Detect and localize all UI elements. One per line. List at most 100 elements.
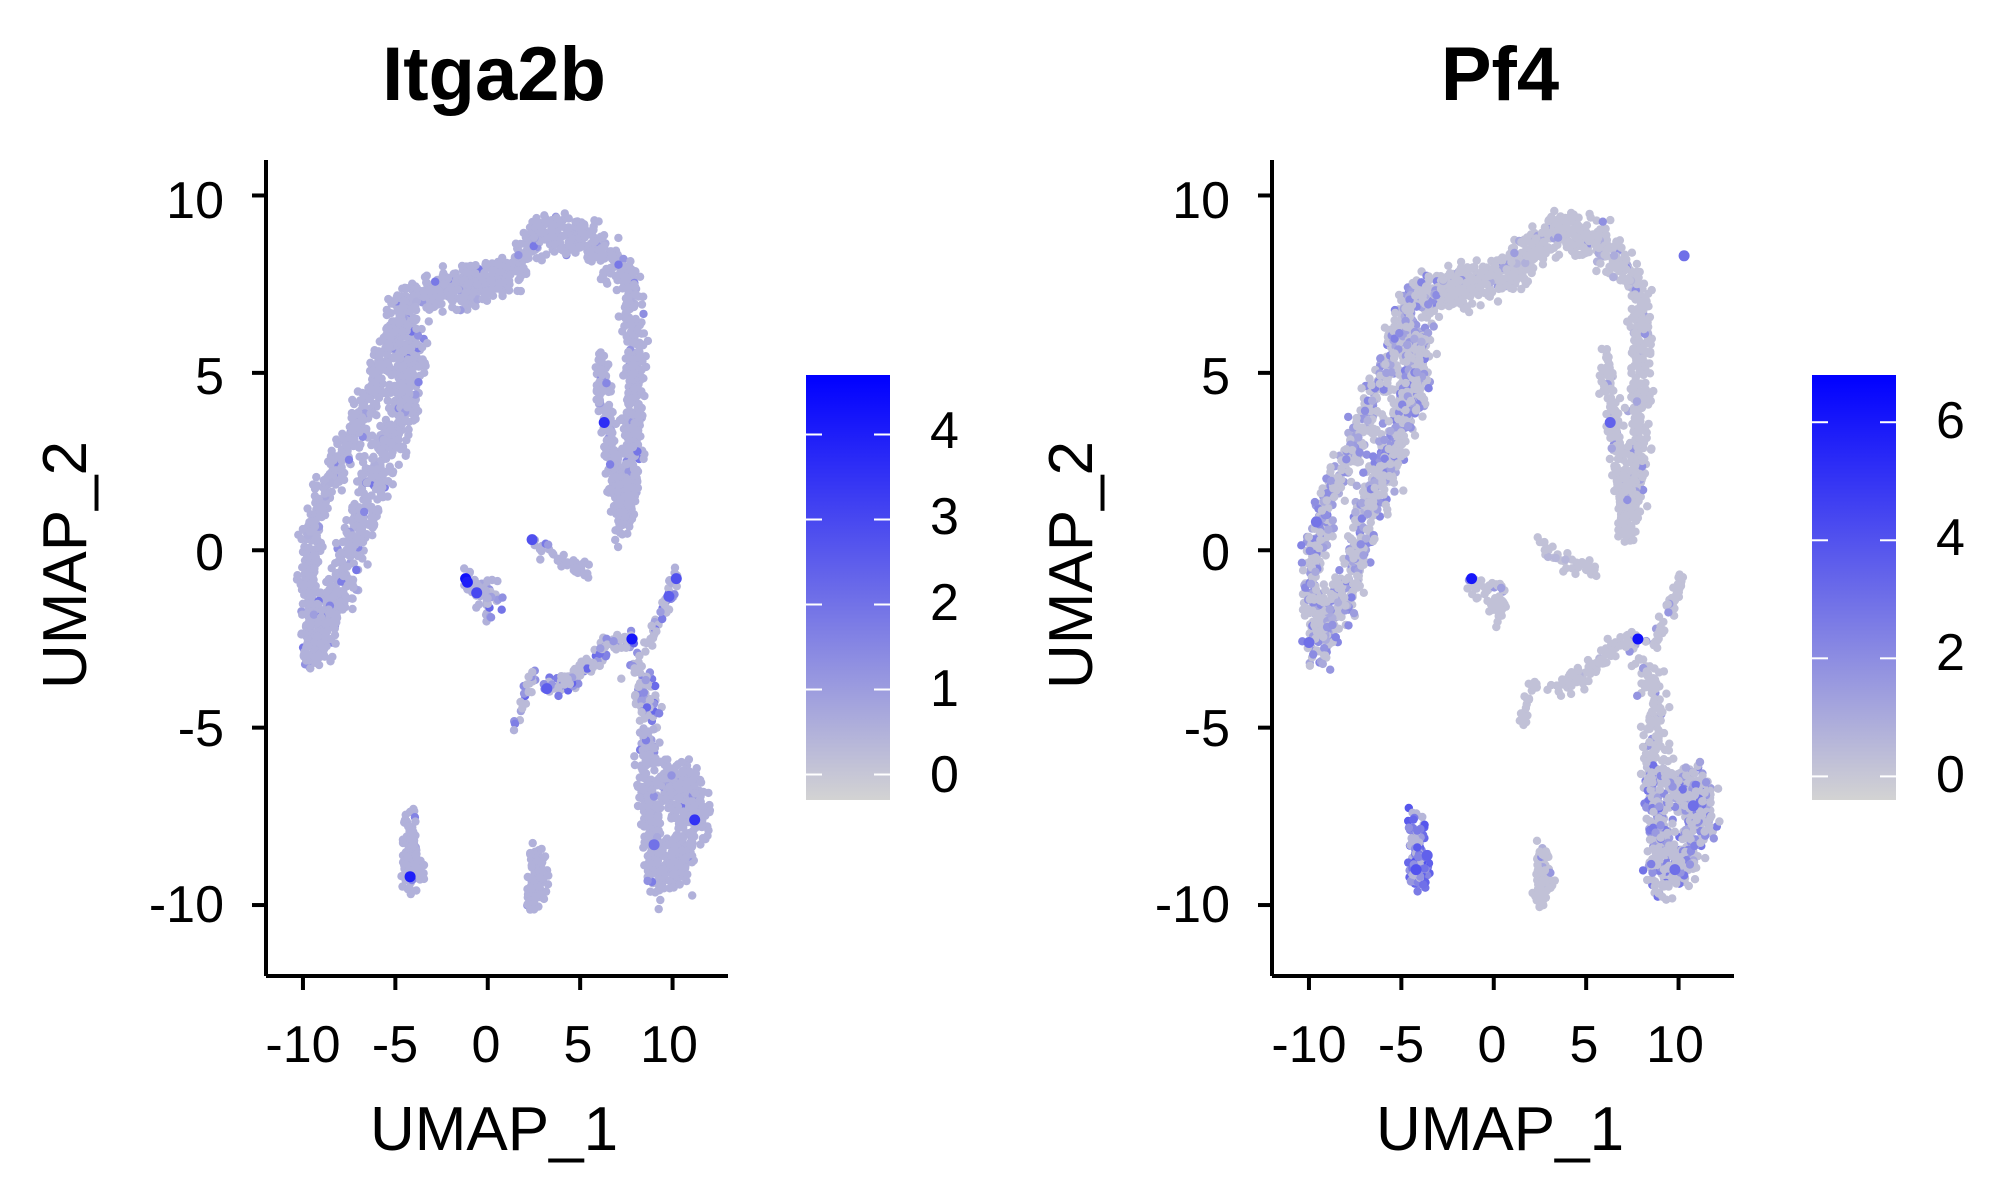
- cell-point: [398, 882, 407, 891]
- colorbar-tick-label: 3: [930, 488, 959, 546]
- cell-point-high: [648, 839, 660, 851]
- panel-itga2b: Itga2b 10 5 0 -5 -10 -10 -5 0 5 10 UMAP_…: [31, 32, 959, 1164]
- cell-point: [662, 763, 671, 772]
- cell-point: [398, 327, 407, 336]
- cell-point: [1528, 222, 1537, 231]
- cell-point: [643, 336, 653, 346]
- y-tick-label: 0: [195, 524, 224, 582]
- cell-point: [596, 232, 605, 241]
- cell-point: [1646, 396, 1656, 406]
- cell-point: [619, 254, 628, 264]
- cell-point: [627, 514, 637, 524]
- cell-point: [1304, 532, 1314, 542]
- cell-point: [314, 651, 323, 660]
- cell-point: [556, 244, 565, 254]
- cell-point: [613, 542, 623, 552]
- cell-point: [333, 439, 342, 449]
- cell-point: [1326, 467, 1335, 476]
- cell-point: [382, 305, 391, 315]
- cell-point: [624, 347, 633, 357]
- cell-point: [585, 247, 595, 256]
- cell-point: [618, 530, 627, 539]
- cell-point: [622, 276, 631, 285]
- scatter-points: [1297, 206, 1724, 912]
- cell-point: [592, 385, 602, 395]
- cell-point: [477, 272, 486, 282]
- cell-point: [637, 365, 646, 374]
- cell-point: [326, 581, 336, 590]
- cell-point: [1340, 496, 1350, 505]
- cell-point: [348, 604, 357, 614]
- cell-point: [1606, 215, 1615, 225]
- cell-point-high: [526, 534, 538, 546]
- cell-point: [382, 330, 391, 340]
- cell-point: [1538, 260, 1548, 269]
- cell-point: [387, 370, 396, 380]
- cell-point: [420, 368, 429, 377]
- cell-point: [357, 469, 366, 478]
- cell-point-high: [670, 573, 682, 585]
- cell-point: [665, 783, 674, 792]
- cell-point: [552, 214, 561, 223]
- cell-point: [697, 822, 706, 832]
- cell-point: [528, 838, 537, 848]
- cell-point: [303, 642, 313, 651]
- cell-point: [656, 895, 665, 905]
- cell-point: [519, 228, 528, 238]
- cell-point: [614, 312, 623, 321]
- cell-point: [635, 716, 645, 725]
- cell-point: [350, 499, 359, 509]
- cell-point: [419, 292, 428, 302]
- cell-point: [411, 414, 420, 424]
- cell-point: [524, 672, 533, 681]
- cell-point: [670, 842, 679, 851]
- cell-point: [374, 347, 383, 356]
- cell-point: [614, 233, 623, 243]
- cell-point: [439, 280, 449, 289]
- cell-point: [472, 280, 482, 289]
- cell-point: [559, 231, 568, 240]
- cell-point: [633, 483, 643, 493]
- cell-point: [349, 423, 359, 433]
- cell-point: [1632, 259, 1642, 269]
- cell-point: [422, 278, 431, 287]
- cell-point: [654, 904, 663, 914]
- cell-point: [339, 475, 349, 485]
- cell-point: [537, 859, 546, 868]
- cell-point: [536, 555, 545, 564]
- cell-point: [373, 495, 382, 504]
- cell-point: [513, 266, 522, 275]
- cell-point: [637, 782, 646, 792]
- cell-point: [1620, 403, 1630, 413]
- cell-point: [356, 396, 365, 405]
- cell-point: [595, 398, 604, 407]
- cell-point: [609, 448, 618, 457]
- cell-point: [626, 257, 635, 266]
- cell-point: [647, 817, 656, 826]
- cell-point: [497, 605, 506, 614]
- cell-point: [443, 274, 453, 283]
- cell-point: [529, 233, 539, 242]
- cell-point-high: [404, 871, 416, 883]
- cell-point: [673, 832, 683, 841]
- cell-point: [569, 556, 578, 565]
- cell-point: [350, 435, 359, 444]
- cell-point: [661, 794, 671, 803]
- cell-point: [655, 709, 664, 718]
- cell-point: [1585, 209, 1594, 219]
- cell-point: [641, 675, 650, 685]
- cell-point: [611, 472, 621, 481]
- y-tick-label: -10: [149, 876, 224, 934]
- cell-point: [353, 387, 363, 396]
- cell-point: [639, 309, 648, 319]
- cell-point: [622, 459, 631, 469]
- cell-point: [649, 743, 658, 752]
- cell-point: [376, 359, 385, 368]
- cell-point: [1529, 263, 1538, 273]
- cell-point: [580, 220, 589, 229]
- cell-point: [331, 639, 340, 648]
- cell-point: [343, 581, 352, 590]
- cell-point: [318, 542, 327, 551]
- cell-point: [670, 563, 680, 572]
- cell-point: [483, 594, 492, 603]
